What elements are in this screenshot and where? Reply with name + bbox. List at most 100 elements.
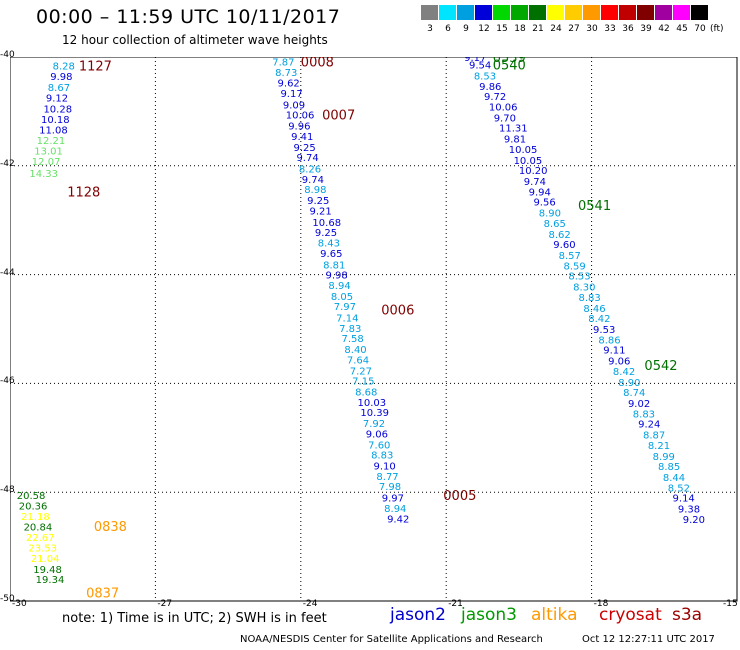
wave-height-point: 10.68	[312, 218, 341, 229]
pass-time-label: 1127	[79, 60, 112, 75]
wave-height-point: 9.21	[310, 206, 332, 217]
scale-label-45: 45	[676, 24, 688, 34]
scale-label-6: 6	[445, 24, 451, 34]
scale-label-27: 27	[568, 24, 580, 34]
scale-swatch-15	[493, 5, 511, 20]
wave-height-point: 20.36	[19, 501, 48, 512]
scale-label-21: 21	[532, 24, 544, 34]
map-frame	[10, 57, 738, 602]
x-tick-label: -30	[12, 599, 27, 609]
wave-height-point: 11.31	[499, 124, 528, 135]
wave-height-point: 9.25	[315, 228, 337, 239]
wave-height-point: 9.41	[291, 132, 313, 143]
wave-height-point: 8.30	[573, 283, 595, 294]
wave-height-point: 8.74	[623, 388, 645, 399]
wave-height-point: 7.98	[379, 482, 401, 493]
wave-height-point: 9.74	[296, 153, 318, 164]
wave-height-point: 7.60	[368, 440, 390, 451]
x-tick-label: -21	[448, 599, 463, 609]
y-tick-label: -50	[0, 594, 15, 604]
x-tick-label: -24	[302, 599, 318, 609]
pass-time-label: 0540	[493, 59, 526, 74]
satellite-jason2: jason2	[390, 605, 446, 625]
wave-height-point: 8.44	[663, 473, 685, 484]
x-tick-label: -27	[157, 599, 173, 609]
wave-height-point: 10.06	[286, 111, 315, 122]
wave-height-point: 8.98	[304, 185, 326, 196]
wave-height-point: 8.43	[318, 239, 340, 250]
wave-height-point: 8.77	[376, 472, 398, 483]
wave-height-point: 8.81	[323, 260, 345, 271]
wave-height-point: 8.59	[563, 261, 585, 272]
wave-height-point: 9.94	[529, 187, 551, 198]
y-tick-label: -42	[0, 158, 15, 169]
scale-label-12: 12	[478, 24, 490, 34]
wave-height-point: 9.96	[288, 122, 310, 133]
scale-swatch-6	[439, 5, 457, 20]
wave-height-point: 7.92	[363, 419, 385, 430]
page-title: 00:00 – 11:59 UTC 10/11/2017	[36, 6, 341, 28]
wave-height-point: 8.94	[384, 504, 406, 515]
scale-swatch-70	[691, 5, 709, 20]
wave-height-point: 10.05	[514, 156, 543, 167]
wave-height-point: 13.01	[34, 147, 63, 158]
wave-height-point: 21.04	[31, 554, 60, 565]
wave-height-map: 8.289.988.679.1210.2810.1811.0812.2113.0…	[10, 57, 738, 602]
wave-height-point: 9.86	[479, 82, 501, 93]
wave-height-point: 7.97	[334, 302, 356, 313]
scale-swatch-30	[583, 5, 601, 20]
wave-height-point: 19.48	[33, 565, 62, 576]
footer-note: note: 1) Time is in UTC; 2) SWH is in fe…	[62, 611, 327, 626]
scale-swatch-42	[655, 5, 673, 20]
wave-height-point: 8.87	[643, 431, 665, 442]
pass-time-label: 0838	[94, 520, 127, 535]
pass-time-label: 0005	[443, 489, 476, 504]
y-tick-label: -40	[0, 50, 15, 60]
wave-height-point: 9.25	[294, 143, 316, 154]
satellite-cryosat: cryosat	[599, 605, 662, 625]
wave-height-point: 8.52	[668, 483, 690, 494]
wave-height-point: 7.87	[272, 57, 294, 68]
wave-height-point: 8.99	[653, 452, 675, 463]
wave-height-point: 10.20	[519, 166, 548, 177]
wave-height-point: 8.46	[583, 304, 605, 315]
wave-height-point: 22.67	[26, 533, 55, 544]
color-scale-unit: (ft)	[710, 24, 724, 34]
wave-height-point: 8.65	[544, 219, 566, 230]
wave-height-point: 8.26	[299, 165, 321, 176]
wave-height-point: 9.42	[387, 514, 409, 525]
wave-height-point: 9.56	[533, 198, 555, 209]
wave-height-point: 9.20	[683, 515, 705, 526]
wave-height-point: 9.14	[673, 494, 695, 505]
pass-time-label: 0007	[322, 109, 355, 124]
wave-height-point: 9.25	[307, 196, 329, 207]
wave-height-point: 10.06	[489, 103, 518, 114]
wave-height-point: 7.14	[336, 314, 358, 325]
wave-height-point: 12.21	[37, 136, 66, 147]
scale-label-33: 33	[604, 24, 616, 34]
wave-height-point: 8.83	[633, 409, 655, 420]
scale-swatch-39	[637, 5, 655, 20]
wave-height-point: 8.90	[618, 378, 640, 389]
pass-time-label: 0008	[301, 57, 334, 70]
wave-height-point: 8.57	[559, 251, 581, 262]
wave-height-point: 9.11	[603, 346, 625, 357]
scale-swatch-12	[475, 5, 493, 20]
wave-height-point: 7.83	[339, 324, 361, 335]
wave-height-point: 8.68	[355, 388, 377, 399]
wave-height-point: 9.54	[469, 61, 491, 72]
scale-label-70: 70	[694, 24, 706, 34]
scale-label-9: 9	[463, 24, 469, 34]
y-tick-label: -46	[0, 376, 15, 387]
pass-time-label: 0541	[578, 199, 611, 214]
scale-label-39: 39	[640, 24, 652, 34]
credit-line: NOAA/NESDIS Center for Satellite Applica…	[240, 634, 543, 645]
wave-height-point: 9.24	[638, 420, 660, 431]
wave-height-point: 9.38	[678, 505, 700, 516]
x-tick-label: -18	[593, 599, 609, 609]
scale-swatch-36	[619, 5, 637, 20]
scale-swatch-18	[511, 5, 529, 20]
scale-swatch-3	[421, 5, 439, 20]
pass-time-label: 0542	[644, 359, 677, 374]
